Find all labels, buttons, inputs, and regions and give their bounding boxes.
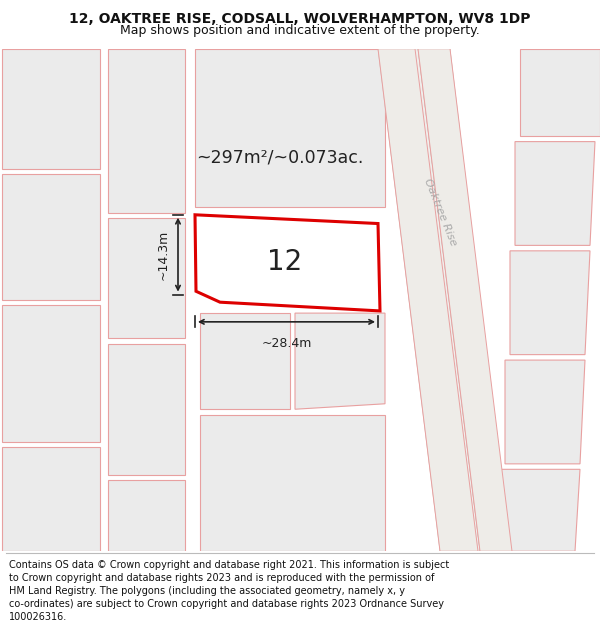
Polygon shape bbox=[108, 49, 185, 212]
Polygon shape bbox=[108, 344, 185, 475]
Polygon shape bbox=[510, 251, 590, 354]
Text: ~297m²/~0.073ac.: ~297m²/~0.073ac. bbox=[196, 149, 364, 167]
Text: Map shows position and indicative extent of the property.: Map shows position and indicative extent… bbox=[120, 24, 480, 36]
Polygon shape bbox=[2, 306, 100, 442]
Polygon shape bbox=[2, 448, 100, 551]
Text: 12: 12 bbox=[268, 248, 302, 276]
Text: HM Land Registry. The polygons (including the associated geometry, namely x, y: HM Land Registry. The polygons (includin… bbox=[9, 586, 405, 596]
Polygon shape bbox=[195, 49, 385, 207]
Polygon shape bbox=[295, 313, 385, 409]
Polygon shape bbox=[2, 49, 100, 169]
Text: Oaktree Rise: Oaktree Rise bbox=[422, 177, 458, 248]
Polygon shape bbox=[2, 174, 100, 300]
Polygon shape bbox=[378, 49, 480, 551]
Text: to Crown copyright and database rights 2023 and is reproduced with the permissio: to Crown copyright and database rights 2… bbox=[9, 573, 434, 583]
Polygon shape bbox=[520, 49, 600, 136]
Text: co-ordinates) are subject to Crown copyright and database rights 2023 Ordnance S: co-ordinates) are subject to Crown copyr… bbox=[9, 599, 444, 609]
Text: 100026316.: 100026316. bbox=[9, 612, 67, 622]
Polygon shape bbox=[500, 469, 580, 551]
Polygon shape bbox=[378, 49, 478, 551]
Polygon shape bbox=[200, 313, 290, 409]
Polygon shape bbox=[108, 480, 185, 551]
Text: ~28.4m: ~28.4m bbox=[262, 337, 311, 350]
Polygon shape bbox=[200, 415, 385, 551]
Polygon shape bbox=[515, 142, 595, 246]
Text: Contains OS data © Crown copyright and database right 2021. This information is : Contains OS data © Crown copyright and d… bbox=[9, 561, 449, 571]
Polygon shape bbox=[505, 360, 585, 464]
Text: 12, OAKTREE RISE, CODSALL, WOLVERHAMPTON, WV8 1DP: 12, OAKTREE RISE, CODSALL, WOLVERHAMPTON… bbox=[69, 12, 531, 26]
Polygon shape bbox=[108, 218, 185, 338]
Polygon shape bbox=[418, 49, 510, 551]
Polygon shape bbox=[418, 49, 512, 551]
Text: ~14.3m: ~14.3m bbox=[157, 229, 170, 280]
